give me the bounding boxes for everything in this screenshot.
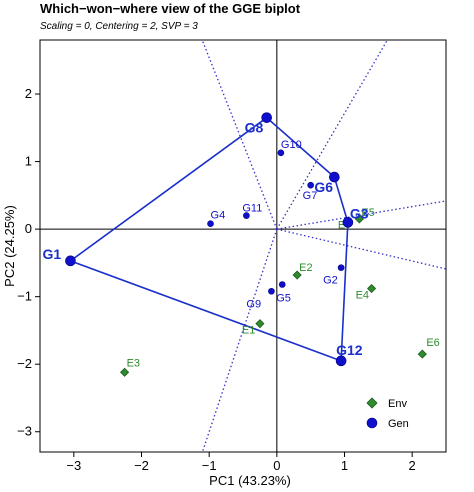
legend-label: Gen xyxy=(388,418,409,430)
sector-rays xyxy=(201,40,446,452)
gen-marker xyxy=(207,220,214,228)
legend: Env Gen xyxy=(366,397,409,430)
gen-label: G5 xyxy=(276,292,291,304)
sector-ray xyxy=(201,228,278,452)
x-axis-ticks: −3 −2 −1 0 1 2 xyxy=(66,452,416,473)
gen-label: G7 xyxy=(303,190,318,202)
convex-hull xyxy=(68,116,349,362)
gen-label: G12 xyxy=(336,342,363,358)
sector-ray xyxy=(276,200,446,230)
gen-marker xyxy=(268,287,275,295)
gen-label: G10 xyxy=(281,139,302,151)
env-label: E1 xyxy=(242,325,255,337)
env-marker xyxy=(367,283,377,294)
gen-marker xyxy=(329,171,340,183)
data-points: E1E2E3E4E5E6E7G1G2G3G4G5G6G7G8G9G10G11G1… xyxy=(42,112,440,377)
chart-title: Which−won−where view of the GGE biplot xyxy=(40,1,301,16)
env-label: E3 xyxy=(127,357,140,369)
legend-gen-marker xyxy=(366,417,378,429)
y-tick-label: 0 xyxy=(25,221,32,236)
legend-env-marker xyxy=(366,397,378,409)
y-axis-title: PC2 (24.25%) xyxy=(2,205,17,287)
gen-label: G1 xyxy=(42,246,61,262)
gen-label: G9 xyxy=(246,298,261,310)
x-axis-title: PC1 (43.23%) xyxy=(209,473,291,488)
env-marker xyxy=(292,270,302,280)
sector-ray xyxy=(201,40,278,230)
hull-polygon xyxy=(68,116,349,362)
x-tick-label: 0 xyxy=(273,458,280,473)
gen-marker xyxy=(65,255,76,267)
x-tick-label: −3 xyxy=(66,458,81,473)
x-tick-label: −1 xyxy=(202,458,217,473)
plot-frame xyxy=(39,39,447,453)
x-tick-label: 2 xyxy=(409,458,416,473)
y-tick-label: −3 xyxy=(17,424,32,439)
gen-label: G6 xyxy=(314,179,333,195)
env-marker xyxy=(417,349,427,359)
gen-marker xyxy=(277,149,285,157)
env-marker xyxy=(255,319,265,329)
gen-label: G2 xyxy=(323,275,338,287)
gen-marker xyxy=(335,355,347,367)
x-tick-label: 1 xyxy=(341,458,348,473)
env-marker xyxy=(120,367,130,377)
gen-label: G8 xyxy=(245,120,264,136)
env-label: E5 xyxy=(361,207,374,219)
gen-marker xyxy=(307,181,314,189)
gen-marker xyxy=(243,212,250,219)
y-axis-ticks: −3 −2 −1 0 1 2 xyxy=(17,86,40,439)
env-label: E4 xyxy=(356,290,369,302)
y-tick-label: −2 xyxy=(17,356,32,371)
gen-marker xyxy=(342,217,354,228)
gen-marker xyxy=(261,112,272,123)
gen-label: G3 xyxy=(350,205,369,221)
chart-subtitle: Scaling = 0, Centering = 2, SVP = 3 xyxy=(40,21,198,32)
x-tick-label: −2 xyxy=(134,458,149,473)
gen-label: G4 xyxy=(211,210,226,222)
legend-label: Env xyxy=(388,398,407,410)
y-tick-label: 2 xyxy=(25,86,32,101)
env-label: E6 xyxy=(426,337,439,349)
gen-marker xyxy=(337,264,345,271)
env-marker xyxy=(354,214,364,224)
sector-ray xyxy=(276,228,446,270)
env-label: E2 xyxy=(299,262,312,274)
y-tick-label: −1 xyxy=(17,289,32,304)
zero-axes xyxy=(40,40,446,452)
gen-marker xyxy=(278,281,286,288)
gen-label: G11 xyxy=(242,203,262,215)
y-tick-label: 1 xyxy=(25,154,32,169)
